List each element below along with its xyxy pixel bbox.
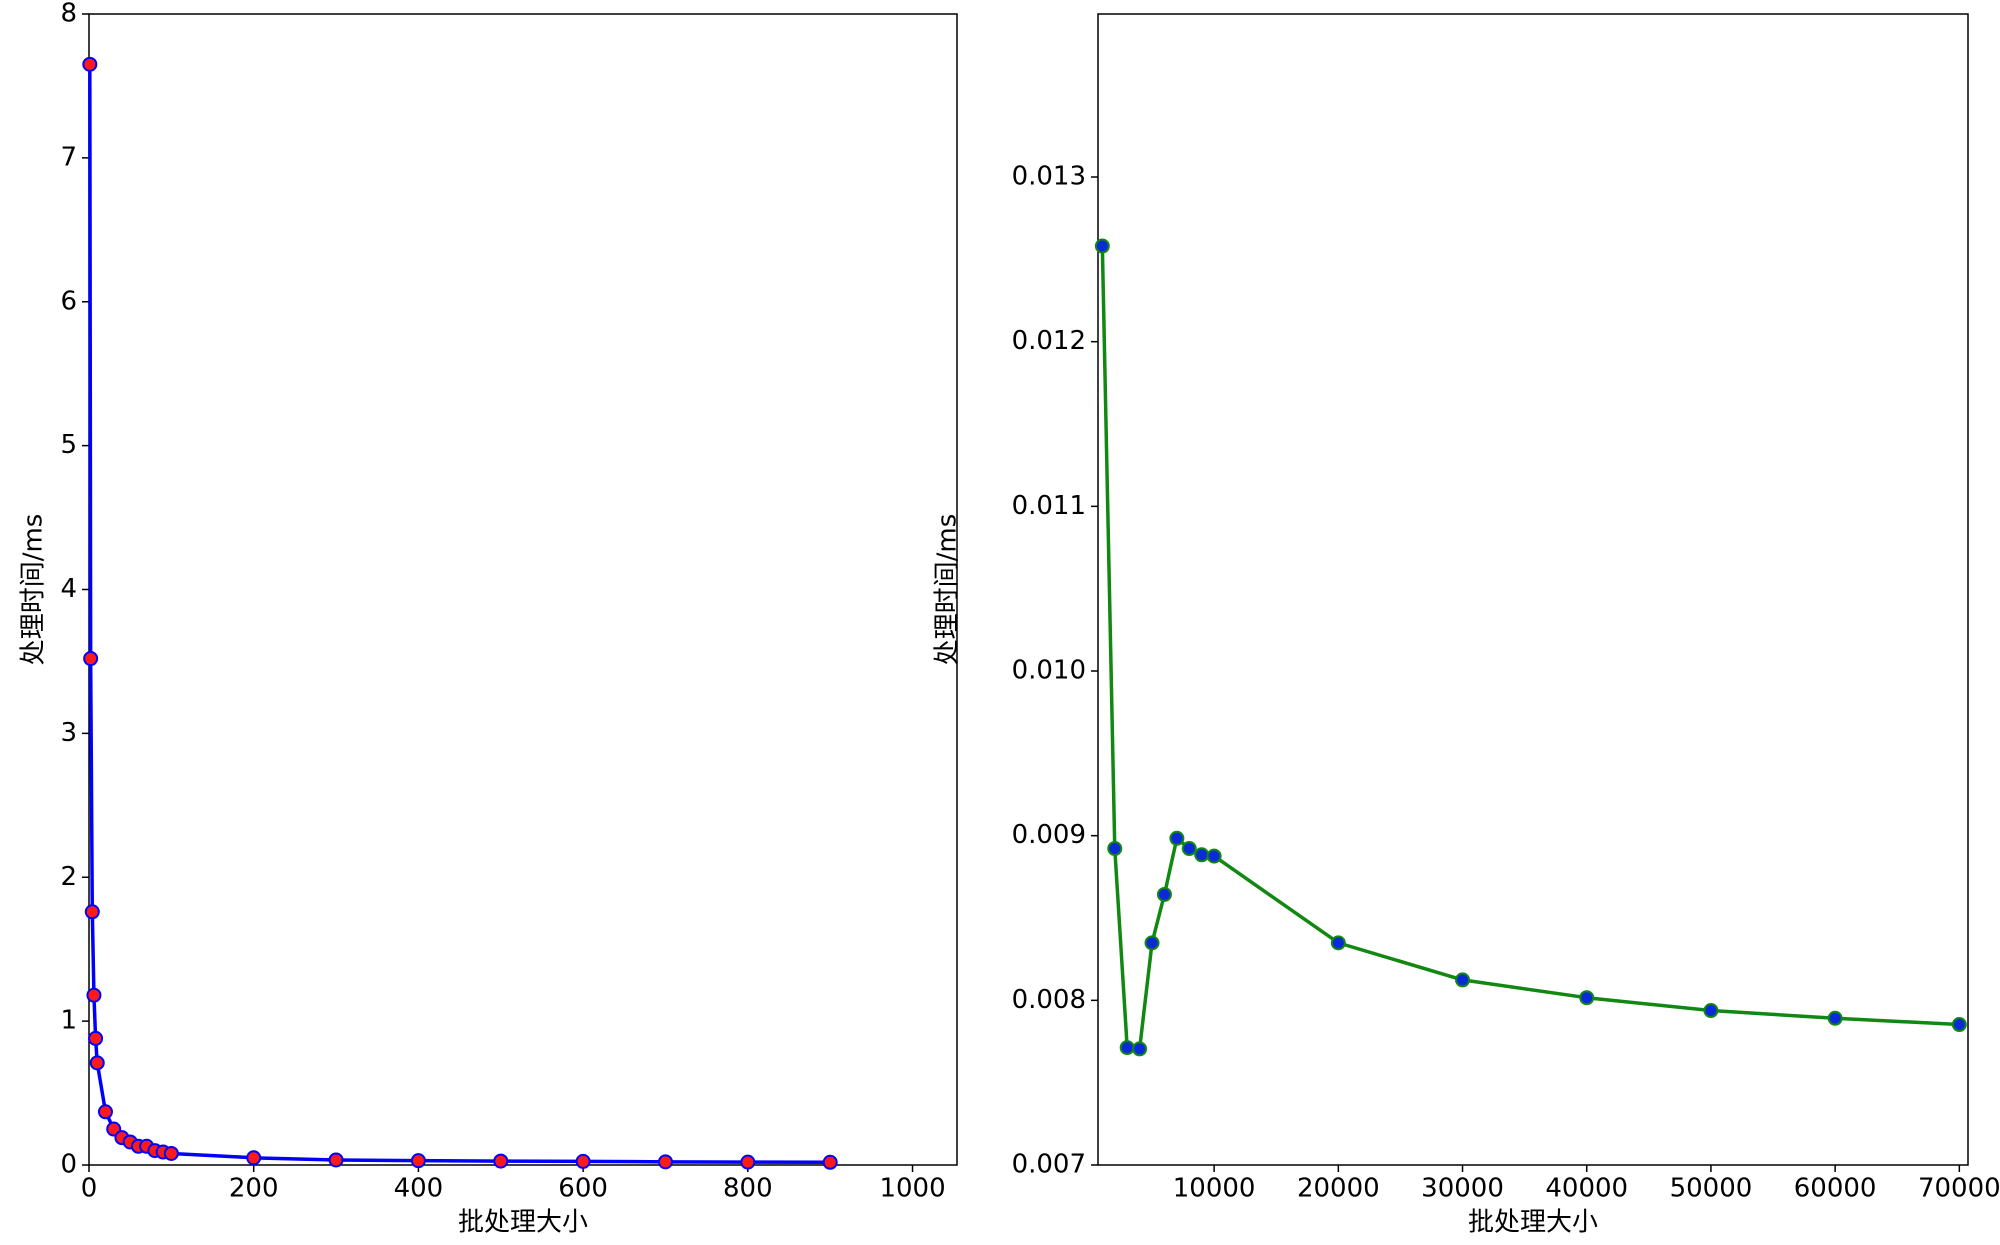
y-axis-label: 处理时间/ms: [933, 514, 963, 666]
data-point: [1156, 886, 1172, 902]
data-point: [328, 1152, 344, 1168]
y-axis-label: 处理时间/ms: [19, 514, 49, 666]
y-tick-label: 8: [60, 0, 77, 29]
data-point: [657, 1154, 673, 1170]
y-tick-label: 7: [60, 142, 77, 172]
data-point: [822, 1154, 838, 1170]
x-tick-label: 30000: [1421, 1174, 1504, 1204]
data-point: [1579, 990, 1595, 1006]
data-point: [88, 1030, 104, 1046]
x-tick-label: 40000: [1545, 1174, 1628, 1204]
data-point: [163, 1145, 179, 1161]
y-tick-label: 3: [60, 718, 77, 748]
data-point: [1144, 935, 1160, 951]
data-point: [410, 1153, 426, 1169]
x-tick-label: 20000: [1297, 1174, 1380, 1204]
x-tick-label: 50000: [1670, 1174, 1753, 1204]
x-axis-label: 批处理大小: [458, 1208, 588, 1238]
axis-box: [88, 13, 958, 1166]
data-point: [1107, 841, 1123, 857]
y-tick-label: 0.007: [1012, 1150, 1086, 1180]
y-tick-label: 0.013: [1012, 162, 1086, 192]
data-point: [82, 56, 98, 72]
y-tick-label: 0: [60, 1150, 77, 1180]
data-point: [1827, 1010, 1843, 1026]
y-tick-label: 2: [60, 862, 77, 892]
data-point: [1330, 935, 1346, 951]
x-tick-label: 400: [394, 1174, 444, 1204]
data-point: [575, 1153, 591, 1169]
x-tick-label: 1000: [879, 1174, 945, 1204]
data-point: [1703, 1003, 1719, 1019]
data-line: [1100, 245, 1960, 1051]
x-tick-label: 70000: [1918, 1174, 2000, 1204]
y-tick-label: 0.012: [1012, 326, 1086, 356]
data-point: [740, 1154, 756, 1170]
y-tick-label: 0.009: [1012, 820, 1086, 850]
axis-box: [1097, 13, 1969, 1166]
x-tick-label: 800: [723, 1174, 773, 1204]
x-tick-label: 600: [558, 1174, 608, 1204]
data-point: [1455, 972, 1471, 988]
data-point: [1206, 848, 1222, 864]
data-point: [1951, 1017, 1967, 1033]
y-tick-label: 0.011: [1012, 491, 1086, 521]
data-point: [246, 1150, 262, 1166]
x-axis-label: 批处理大小: [1468, 1208, 1598, 1238]
y-tick-label: 0.010: [1012, 656, 1086, 686]
data-point: [83, 651, 99, 667]
x-tick-label: 0: [81, 1174, 98, 1204]
data-point: [493, 1153, 509, 1169]
data-point: [1132, 1041, 1148, 1057]
data-point: [86, 987, 102, 1003]
y-tick-label: 0.008: [1012, 985, 1086, 1015]
data-point: [1119, 1040, 1135, 1056]
x-tick-label: 10000: [1173, 1174, 1256, 1204]
y-tick-label: 6: [60, 286, 77, 316]
y-tick-label: 5: [60, 430, 77, 460]
y-tick-label: 1: [60, 1006, 77, 1036]
data-point: [84, 904, 100, 920]
data-point: [1094, 238, 1110, 254]
data-point: [1181, 841, 1197, 857]
data-point: [89, 1055, 105, 1071]
data-point: [1194, 847, 1210, 863]
x-tick-label: 60000: [1794, 1174, 1877, 1204]
y-tick-label: 4: [60, 574, 77, 604]
x-tick-label: 200: [229, 1174, 279, 1204]
data-line: [88, 64, 831, 1165]
data-point: [1169, 830, 1185, 846]
data-point: [97, 1104, 113, 1120]
